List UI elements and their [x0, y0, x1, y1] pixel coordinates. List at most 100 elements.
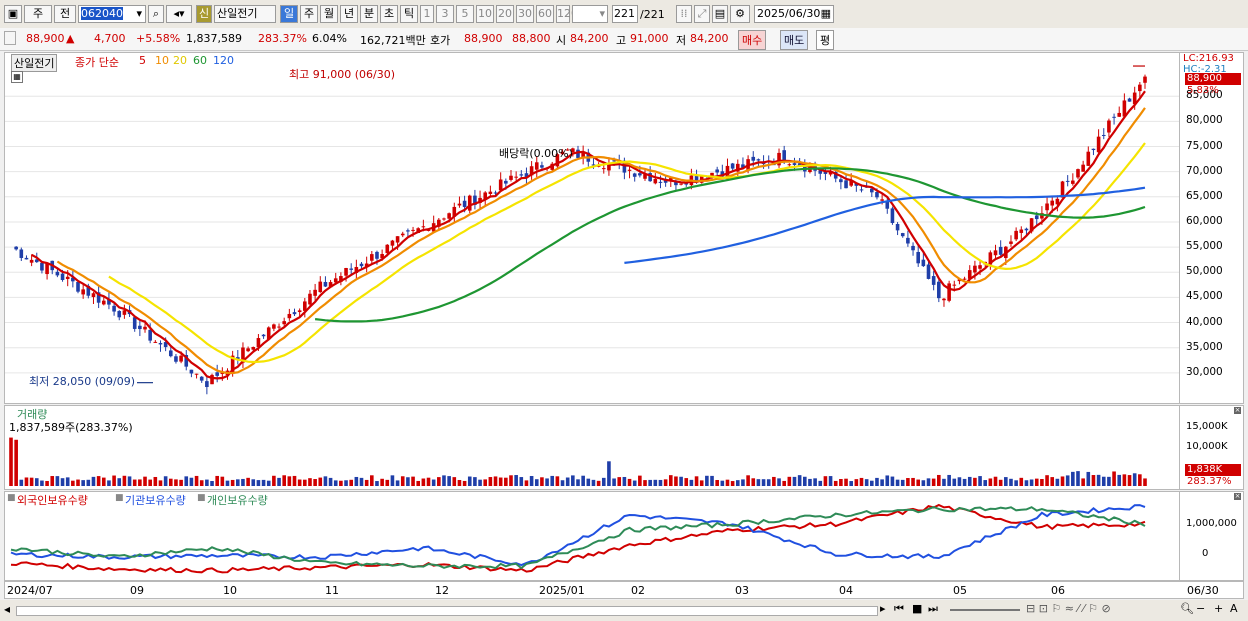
- period-month[interactable]: 월: [320, 5, 338, 23]
- stop-icon[interactable]: ■: [912, 602, 923, 615]
- candle: [906, 237, 910, 244]
- chevron-down-icon[interactable]: ▾: [136, 7, 142, 20]
- speaker-icon[interactable]: ◂▾: [166, 5, 192, 23]
- candle: [509, 175, 513, 180]
- minus-icon[interactable]: −: [1196, 602, 1206, 615]
- type-select[interactable]: 주: [24, 5, 52, 23]
- table-icon[interactable]: ▦: [11, 71, 23, 83]
- hoga-label: 호가: [430, 34, 451, 47]
- count-input[interactable]: 221: [612, 5, 638, 23]
- interval-3[interactable]: 3: [436, 5, 454, 23]
- volume-chart[interactable]: [5, 406, 1179, 489]
- interval-1[interactable]: 1: [420, 5, 434, 23]
- candle: [942, 298, 946, 301]
- calendar-icon[interactable]: ▦: [820, 7, 831, 20]
- holder-axis: 1,000,000 0 ×: [1180, 491, 1244, 581]
- volume-bar: [349, 479, 353, 486]
- candle: [91, 293, 96, 298]
- search-icon[interactable]: ⌕: [148, 5, 164, 23]
- font-size-icon[interactable]: A: [1230, 602, 1238, 615]
- volume-bar: [236, 479, 240, 486]
- grid-icon[interactable]: ⁞⁞: [676, 5, 692, 23]
- candle: [313, 289, 317, 296]
- period-minute[interactable]: 분: [360, 5, 378, 23]
- candle: [40, 262, 44, 271]
- window-menu-icon[interactable]: ▣: [4, 5, 22, 23]
- volume-bar: [230, 479, 235, 486]
- close-pane-icon[interactable]: ×: [1234, 406, 1241, 414]
- candle: [947, 283, 951, 301]
- horizontal-scrollbar[interactable]: [16, 606, 878, 616]
- rewind-icon[interactable]: ⏮: [894, 602, 904, 615]
- toolbar: ▣ 주 전 062040 ▾ ⌕ ◂▾ 신 산일전기 일 주 월 년 분 초 틱 …: [0, 0, 1248, 29]
- date-value: 2025/06/30: [757, 7, 821, 20]
- holder-line-1: [10, 504, 1146, 567]
- price-chart[interactable]: [5, 53, 1179, 403]
- candle: [694, 175, 699, 182]
- fast-forward-icon[interactable]: ⏭: [928, 602, 938, 615]
- candle: [251, 346, 256, 350]
- save-icon[interactable]: ▤: [712, 5, 728, 23]
- volume-bar: [406, 477, 410, 486]
- mode-select[interactable]: 전: [54, 5, 76, 23]
- stock-code-input[interactable]: 062040 ▾: [78, 5, 146, 23]
- volume-bar: [71, 480, 75, 486]
- volume-bar: [400, 476, 405, 486]
- volume-bar: [1004, 477, 1008, 486]
- scroll-right-icon[interactable]: ▸: [880, 602, 886, 615]
- volume-bar: [1086, 471, 1091, 486]
- volume-bar: [823, 476, 828, 486]
- zoom-slider[interactable]: [950, 609, 1020, 611]
- sell-button[interactable]: 매도: [780, 30, 809, 50]
- volume-bar: [601, 477, 606, 486]
- period-tick[interactable]: 틱: [400, 5, 418, 23]
- plus-icon[interactable]: +: [1214, 602, 1224, 615]
- candle: [1086, 151, 1091, 166]
- volume-bar: [375, 481, 379, 486]
- custom-interval-select[interactable]: ▾: [572, 5, 608, 23]
- x-label: 06: [1051, 584, 1065, 597]
- holder-chart[interactable]: [5, 492, 1179, 580]
- volume-bar: [1076, 471, 1080, 486]
- volume-bar: [839, 479, 843, 486]
- interval-20[interactable]: 20: [496, 5, 514, 23]
- legend-stock-name[interactable]: 산일전기: [11, 54, 58, 72]
- interval-120[interactable]: 120: [556, 5, 578, 23]
- buy-button[interactable]: 매수: [738, 30, 767, 50]
- candle: [138, 325, 142, 330]
- average-button[interactable]: 평: [816, 30, 835, 50]
- volume-bar: [519, 477, 524, 486]
- candle: [1081, 164, 1085, 172]
- ma5-line: [31, 90, 1146, 380]
- gear-icon[interactable]: ⚙: [730, 5, 750, 23]
- volume-title: 거래량: [17, 408, 48, 421]
- volume-bar: [1071, 471, 1075, 486]
- drawing-tools-icon[interactable]: ⊟ ⊡ ⚐ ≈ ⁄ ⁄ ⚐ ⊘: [1026, 602, 1111, 615]
- quote-toggle-icon[interactable]: [4, 31, 16, 45]
- volume-bar: [622, 476, 627, 486]
- interval-30[interactable]: 30: [516, 5, 534, 23]
- candle: [277, 326, 281, 328]
- period-year[interactable]: 년: [340, 5, 358, 23]
- volume-bar: [333, 480, 338, 486]
- volume-bar: [1143, 478, 1147, 486]
- date-input[interactable]: 2025/06/30 ▦: [754, 5, 834, 23]
- scroll-left-icon[interactable]: ◂: [4, 602, 11, 616]
- period-week[interactable]: 주: [300, 5, 318, 23]
- interval-5[interactable]: 5: [456, 5, 474, 23]
- interval-10[interactable]: 10: [476, 5, 494, 23]
- candle: [1127, 98, 1132, 102]
- volume-bar: [689, 479, 694, 486]
- volume-bar: [163, 476, 168, 486]
- period-second[interactable]: 초: [380, 5, 398, 23]
- interval-60[interactable]: 60: [536, 5, 554, 23]
- volume-bar: [1050, 477, 1055, 486]
- candle: [380, 254, 384, 259]
- volume-bar: [81, 480, 85, 486]
- close-pane-icon[interactable]: ×: [1234, 492, 1241, 500]
- zoom-out-icon[interactable]: 🔍︎: [1180, 602, 1194, 615]
- volume-bar: [29, 477, 34, 486]
- period-day[interactable]: 일: [280, 5, 298, 23]
- candle: [1076, 169, 1080, 178]
- crosshair-icon[interactable]: ⤢: [694, 5, 710, 23]
